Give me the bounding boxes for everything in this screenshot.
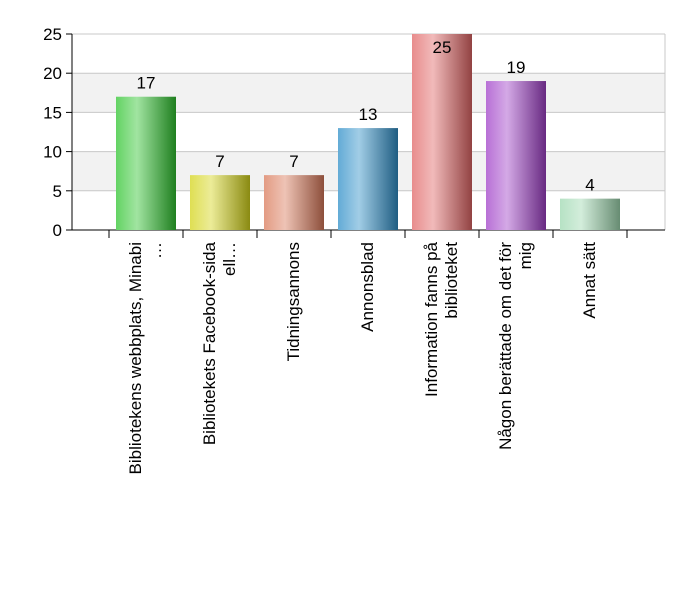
category-label-line: Bibliotekets Facebook-sida (200, 241, 219, 445)
category-label-line: mig (516, 242, 535, 269)
category-label: Bibliotekens webbplats, Minabi… (126, 242, 165, 474)
y-tick-label: 25 (43, 25, 62, 44)
category-label-line: Någon berättade om det för (496, 242, 515, 450)
bar (560, 198, 620, 230)
category-label-line: ell… (220, 242, 239, 276)
y-tick-label: 15 (43, 103, 62, 122)
y-tick-label: 10 (43, 143, 62, 162)
labels: 0 5 10 15 20 25 17 Bibliotekens webbplats, Mina… (43, 25, 599, 474)
category-label: Bibliotekets Facebook-sida ell… (200, 241, 239, 445)
bar (338, 128, 398, 230)
data-label: 13 (359, 105, 378, 124)
category-label-line: Annonsblad (358, 242, 377, 332)
data-label: 17 (137, 74, 156, 93)
category-label-line: Tidningsannons (284, 242, 303, 361)
category-label: Annat sätt (580, 242, 599, 319)
category-label-line: biblioteket (442, 242, 461, 319)
bar (486, 81, 546, 230)
category-label-line: Annat sätt (580, 242, 599, 319)
y-tick-label: 20 (43, 64, 62, 83)
data-label: 4 (585, 176, 594, 195)
category-label-line: … (146, 242, 165, 259)
bar (190, 175, 250, 230)
category-label: Information fanns på biblioteket (422, 241, 461, 397)
category-label: Någon berättade om det för mig (496, 242, 535, 450)
bar (264, 175, 324, 230)
y-tick-label: 5 (53, 182, 62, 201)
data-label: 19 (507, 58, 526, 77)
category-label-line: Information fanns på (422, 241, 441, 397)
data-label: 7 (215, 152, 224, 171)
bar (116, 96, 176, 230)
plot-band (72, 34, 665, 74)
data-label: 7 (289, 152, 298, 171)
bars (116, 34, 620, 230)
y-tick-label: 0 (53, 221, 62, 240)
category-label: Tidningsannons (284, 242, 303, 361)
bar (412, 34, 472, 230)
category-label: Annonsblad (358, 242, 377, 332)
category-label-line: Bibliotekens webbplats, Minabi (126, 242, 145, 474)
data-label: 25 (433, 38, 452, 57)
